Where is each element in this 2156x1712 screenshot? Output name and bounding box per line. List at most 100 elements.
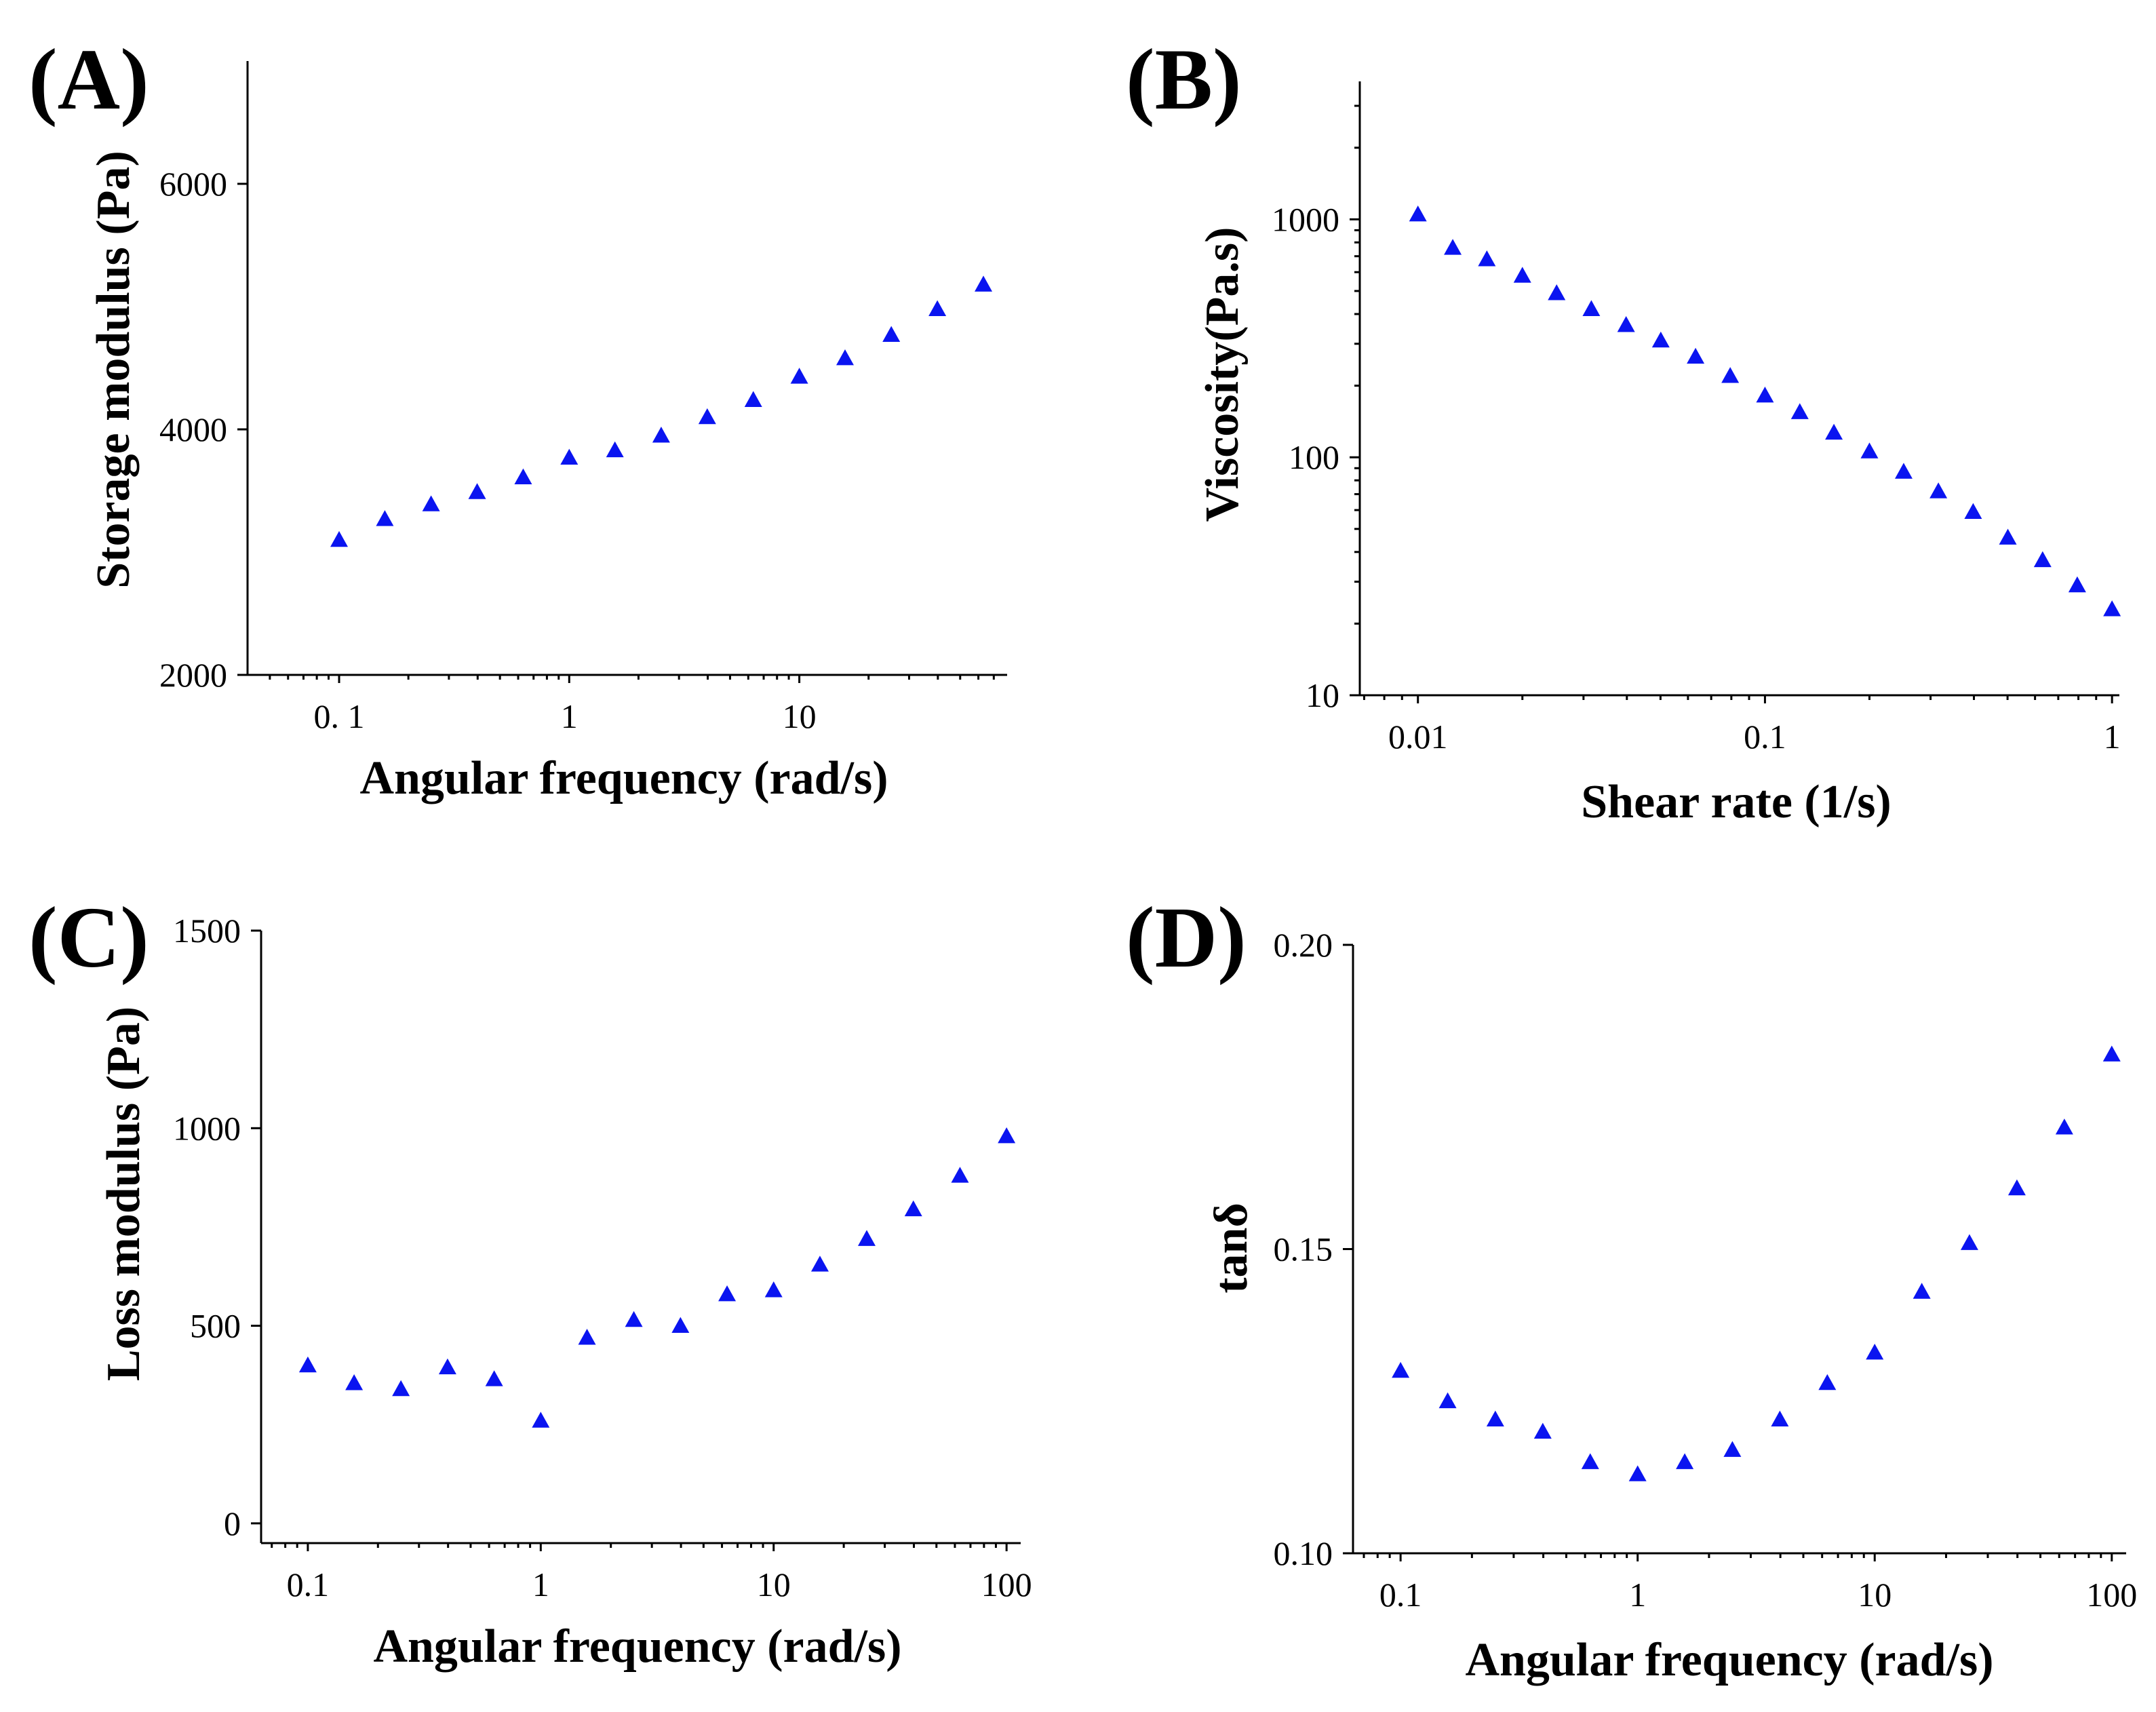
y-tick-label-a: 2000 (159, 656, 227, 694)
data-point-a (882, 326, 901, 343)
data-point-c (345, 1374, 364, 1390)
x-tick-label-b: 0.01 (1388, 718, 1448, 756)
data-point-a (514, 468, 532, 484)
plot-area-b: 10 100 1000 0.01 0.1 1 (1272, 81, 2121, 756)
data-point-b (1929, 482, 1948, 499)
plot-area-c: 0 500 1000 1500 0.1 1 10 100 (173, 912, 1032, 1603)
data-point-b (1721, 367, 1740, 383)
panel-label-a: (A) (28, 31, 149, 128)
data-point-b (1478, 250, 1496, 267)
y-tick-label-d: 0.20 (1274, 926, 1333, 964)
data-point-d (2007, 1179, 2026, 1196)
data-point-a (744, 391, 762, 407)
data-point-b (1964, 503, 1982, 519)
data-point-c (671, 1317, 690, 1333)
data-point-d (1392, 1361, 1410, 1378)
data-point-d (1913, 1283, 1931, 1299)
data-point-d (1723, 1441, 1742, 1457)
x-axis-label-c: Angular frequency (rad/s) (373, 1620, 901, 1673)
x-axis-label-a: Angular frequency (rad/s) (359, 752, 888, 804)
data-point-d (1676, 1453, 1694, 1469)
data-point-b (2033, 551, 2052, 568)
data-point-a (836, 349, 854, 366)
data-point-a (606, 441, 624, 458)
data-point-d (2102, 1045, 2121, 1062)
x-tick-label-b: 0.1 (1744, 718, 1786, 756)
data-point-d (1960, 1234, 1978, 1250)
data-point-b (1825, 423, 1843, 440)
data-point-c (718, 1285, 737, 1302)
data-point-d (1628, 1465, 1647, 1481)
x-tick-label-d: 10 (1858, 1576, 1892, 1614)
data-point-b (2068, 576, 2086, 593)
x-tick-label-c: 100 (981, 1565, 1032, 1603)
x-tick-label-a: 0. 1 (314, 697, 365, 735)
x-axis-label-b: Shear rate (1/s) (1581, 776, 1892, 828)
panel-label-b: (B) (1126, 31, 1242, 128)
data-point-b (2103, 600, 2121, 617)
data-point-c (857, 1230, 876, 1246)
data-point-b (1548, 284, 1566, 300)
data-point-c (951, 1167, 969, 1183)
data-point-c (810, 1256, 829, 1272)
data-point-b (1860, 442, 1879, 459)
data-point-b (1687, 347, 1705, 364)
y-axis-label-d: tanδ (1205, 1203, 1257, 1293)
data-point-b (1756, 386, 1774, 403)
y-tick-label-a: 4000 (159, 410, 227, 448)
data-point-d (1533, 1422, 1552, 1439)
data-point-b (1894, 463, 1913, 479)
y-tick-label-b: 1000 (1272, 200, 1339, 238)
data-point-a (468, 483, 486, 499)
plot-area-a: 2000 4000 6000 0. 1 1 10 (159, 61, 1007, 735)
data-point-b (1513, 267, 1531, 283)
data-point-d (1438, 1392, 1457, 1409)
panel-d: (D) Angular frequency (rad/s) tanδ 0.100… (1126, 889, 2137, 1686)
panel-a: (A) Angular frequency (rad/s) Storage mo… (28, 31, 1007, 804)
data-point-b (1582, 300, 1601, 316)
panel-label-c: (C) (28, 889, 149, 986)
y-tick-label-b: 10 (1306, 676, 1339, 714)
x-tick-label-c: 10 (757, 1565, 791, 1603)
y-axis-label-b: Viscosity(Pa.s) (1196, 227, 1249, 522)
x-tick-label-d: 1 (1629, 1576, 1646, 1614)
data-point-a (975, 275, 993, 292)
y-tick-label-a: 6000 (159, 165, 227, 203)
y-axis-label-a: Storage modulus (Pa) (87, 151, 140, 589)
data-point-c (485, 1370, 503, 1386)
data-point-a (376, 510, 394, 526)
y-tick-label-c: 1500 (173, 912, 241, 950)
y-tick-label-b: 100 (1289, 438, 1339, 476)
x-tick-label-d: 100 (2086, 1576, 2137, 1614)
data-point-b (1444, 239, 1462, 255)
data-point-d (1581, 1453, 1599, 1469)
data-point-d (1818, 1374, 1837, 1390)
data-point-a (652, 427, 670, 443)
data-point-a (422, 495, 440, 511)
x-tick-label-a: 1 (561, 697, 578, 735)
data-point-c (438, 1358, 456, 1375)
data-point-a (790, 368, 808, 384)
data-point-d (1771, 1410, 1789, 1427)
data-point-c (578, 1329, 596, 1345)
data-point-b (1999, 528, 2017, 545)
x-tick-label-c: 0.1 (287, 1565, 330, 1603)
x-tick-label-c: 1 (532, 1565, 549, 1603)
data-point-b (1651, 331, 1670, 348)
data-point-b (1409, 205, 1427, 222)
panel-label-d: (D) (1126, 889, 1247, 986)
y-tick-label-c: 0 (224, 1504, 241, 1542)
y-tick-label-d: 0.10 (1274, 1534, 1333, 1572)
data-point-c (298, 1356, 317, 1373)
data-point-b (1617, 316, 1635, 332)
data-point-c (625, 1310, 643, 1327)
x-tick-label-d: 0.1 (1379, 1576, 1422, 1614)
y-tick-label-c: 500 (190, 1307, 241, 1345)
y-axis-label-c: Loss modulus (Pa) (98, 1007, 150, 1381)
data-point-a (330, 530, 349, 547)
x-tick-label-b: 1 (2104, 718, 2121, 756)
data-point-d (1486, 1410, 1504, 1427)
data-point-d (2055, 1118, 2073, 1135)
data-point-c (532, 1412, 550, 1428)
